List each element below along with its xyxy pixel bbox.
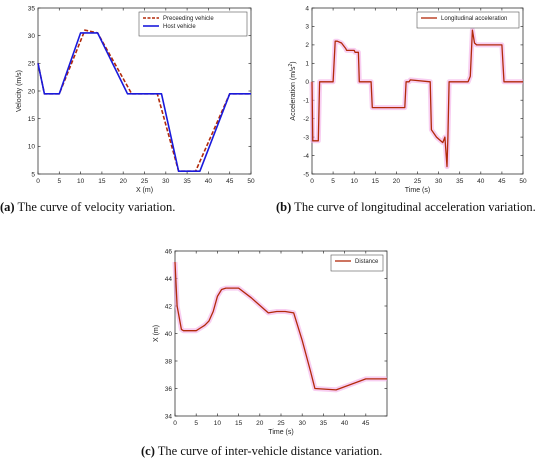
velocity-legend-label-0: Preceeding vehicle	[163, 16, 214, 22]
acceleration-plot-frame	[311, 7, 524, 175]
acceleration-y-axis-label-sup: 2	[288, 64, 294, 67]
acceleration-y-axis-label-tail: )	[290, 61, 297, 63]
caption-velocity: (a) The curve of velocity variation.	[0, 200, 175, 215]
acceleration-y-tick-label: -3	[303, 134, 309, 141]
acceleration-x-tick-label: 5	[331, 178, 335, 185]
caption-distance: (c) The curve of inter-vehicle distance …	[141, 444, 382, 459]
velocity-y-tick-label: 10	[28, 144, 36, 151]
distance-y-tick-label: 46	[165, 248, 173, 255]
acceleration-y-tick-label: 2	[305, 42, 309, 49]
caption-acceleration-tag: (b)	[276, 200, 292, 214]
distance-x-tick-label: 15	[235, 420, 243, 427]
velocity-x-tick-label: 50	[247, 178, 255, 185]
velocity-y-tick-label: 30	[28, 33, 36, 40]
velocity-x-tick-label: 15	[98, 178, 106, 185]
velocity-x-tick-label: 20	[120, 178, 128, 185]
velocity-x-axis-label: X (m)	[136, 187, 153, 194]
velocity-x-tick-label: 30	[162, 178, 170, 185]
acceleration-x-tick-label: 20	[393, 178, 401, 185]
acceleration-x-axis-label: Time (s)	[405, 187, 430, 194]
distance-x-tick-label: 30	[299, 420, 307, 427]
acceleration-y-tick-label: -4	[303, 153, 309, 160]
distance-x-tick-label: 10	[214, 420, 222, 427]
distance-y-tick-label: 34	[165, 413, 173, 420]
distance-y-axis-label: X (m)	[153, 325, 160, 342]
acceleration-x-tick-label: 40	[477, 178, 485, 185]
acceleration-x-tick-label: 30	[435, 178, 443, 185]
acceleration-legend-box	[416, 11, 520, 29]
distance-x-tick-label: 20	[256, 420, 264, 427]
acceleration-x-tick-label: 45	[498, 178, 506, 185]
velocity-y-axis-label: Velocity (m/s)	[16, 70, 23, 112]
velocity-x-tick-label: 10	[77, 178, 85, 185]
distance-y-tick-label: 44	[165, 276, 173, 283]
acceleration-y-tick-label: 3	[305, 24, 309, 31]
velocity-x-tick-label: 0	[36, 178, 40, 185]
distance-x-tick-label: 45	[362, 420, 370, 427]
velocity-x-tick-label: 25	[141, 178, 149, 185]
distance-chart: 0 5 10 15 20 25 30 35 40 45 34 36 38 40 42 44 46 Time (s)…	[153, 248, 388, 436]
acceleration-y-tick-label: 0	[305, 79, 309, 86]
velocity-x-tick-label: 5	[57, 178, 61, 185]
caption-velocity-text: The curve of velocity variation.	[14, 200, 176, 214]
acceleration-y-tick-label: 4	[305, 5, 309, 12]
caption-distance-tag: (c)	[141, 444, 155, 458]
distance-plot-frame	[174, 250, 388, 417]
acceleration-x-tick-label: 35	[456, 178, 464, 185]
distance-y-tick-label: 38	[165, 358, 173, 365]
velocity-x-tick-label: 35	[183, 178, 191, 185]
acceleration-legend-label-0: Longitudinal acceleration	[441, 16, 507, 22]
velocity-y-tick-label: 25	[28, 61, 36, 68]
distance-legend-label-0: Distance	[355, 259, 379, 265]
velocity-x-tick-label: 45	[226, 178, 234, 185]
distance-x-axis-label: Time (s)	[268, 429, 293, 436]
velocity-series-line-0	[37, 29, 251, 172]
velocity-y-tick-label: 15	[28, 116, 36, 123]
caption-acceleration: (b) The curve of longitudinal accelerati…	[276, 200, 536, 215]
caption-velocity-tag: (a)	[0, 200, 15, 214]
acceleration-chart: 0 5 10 15 20 25 30 35 40 45 50 -5 -4 -3 -2 -1 0 1 2 3 4 Time …	[288, 5, 527, 194]
acceleration-y-tick-label: -5	[303, 171, 309, 178]
distance-y-tick-label: 36	[165, 386, 173, 393]
acceleration-x-tick-label: 10	[351, 178, 359, 185]
caption-distance-text: The curve of inter-vehicle distance vari…	[154, 444, 383, 458]
distance-x-tick-label: 35	[320, 420, 328, 427]
velocity-series-line-1	[37, 32, 251, 172]
velocity-y-tick-label: 20	[28, 88, 36, 95]
distance-series-line-0	[174, 261, 387, 391]
acceleration-y-tick-label: 1	[305, 61, 309, 68]
acceleration-x-tick-label: 0	[310, 178, 314, 185]
acceleration-x-tick-label: 50	[519, 178, 527, 185]
velocity-x-tick-label: 40	[205, 178, 213, 185]
distance-x-tick-label: 0	[173, 420, 177, 427]
acceleration-y-tick-label: -2	[303, 116, 309, 123]
acceleration-series-line-0	[311, 29, 523, 168]
velocity-legend-box	[138, 11, 248, 37]
distance-x-tick-label: 25	[277, 420, 285, 427]
acceleration-x-tick-label: 15	[372, 178, 380, 185]
velocity-legend-label-1: Host vehicle	[163, 24, 196, 30]
velocity-y-tick-label: 5	[31, 171, 35, 178]
distance-y-tick-label: 40	[165, 331, 173, 338]
distance-legend-box	[330, 254, 384, 272]
velocity-y-tick-label: 35	[28, 5, 36, 12]
caption-acceleration-text: The curve of longitudinal acceleration v…	[291, 200, 536, 214]
acceleration-y-tick-label: -1	[303, 98, 309, 105]
distance-y-tick-label: 42	[165, 303, 173, 310]
acceleration-x-tick-label: 25	[414, 178, 422, 185]
acceleration-y-axis-label: Acceleration (m/s2)	[288, 61, 297, 120]
distance-x-tick-label: 40	[341, 420, 349, 427]
distance-x-tick-label: 5	[194, 420, 198, 427]
